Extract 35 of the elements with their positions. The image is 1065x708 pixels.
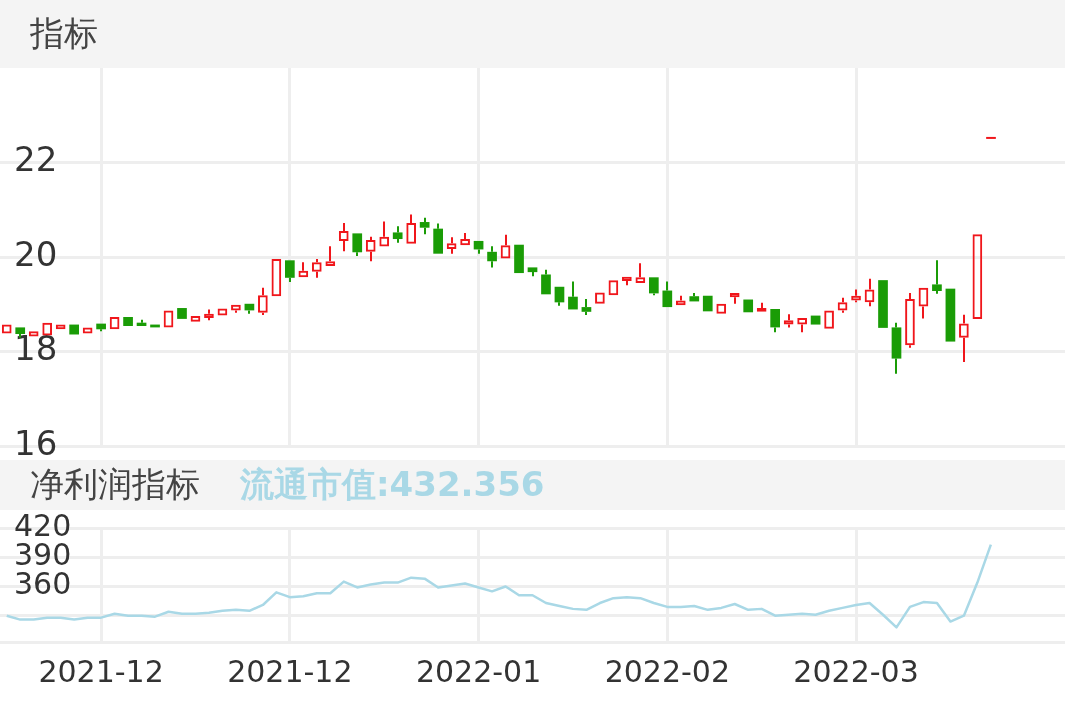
x-tick-label: 2022-01 [415, 653, 542, 689]
candlestick [568, 280, 578, 310]
candlestick [770, 308, 781, 334]
candlestick [581, 298, 592, 317]
candlestick [878, 280, 888, 328]
chart-title: 指标 [30, 12, 98, 55]
candlestick [514, 244, 524, 274]
chart-subtitle: 流通市值:432.356 [240, 463, 545, 506]
candlestick [810, 315, 821, 325]
candlestick [123, 317, 133, 326]
candlestick [433, 222, 443, 254]
chart-title: 净利润指标 [30, 463, 200, 506]
candlestick [392, 225, 403, 244]
candlestick [662, 280, 673, 308]
candlestick [487, 245, 497, 269]
candlestick [945, 288, 956, 342]
x-tick-label: 2022-02 [604, 653, 730, 689]
candlestick [702, 295, 713, 312]
candlestick [648, 277, 659, 297]
candlestick [177, 308, 187, 319]
y-tick-label: 20 [14, 233, 58, 274]
candlestick [69, 324, 79, 335]
y-tick-label: 16 [14, 422, 58, 463]
candlestick [985, 136, 997, 139]
x-tick-label: 2021-12 [227, 653, 353, 689]
y-tick-label: 18 [14, 328, 58, 369]
candlestick [419, 216, 430, 236]
candlestick [743, 299, 754, 313]
candlestick [891, 321, 902, 375]
candlestick [96, 323, 106, 333]
candlestick [352, 233, 363, 258]
x-tick-label: 2021-12 [38, 653, 164, 689]
y-tick-label: 22 [14, 139, 58, 180]
candlestick [932, 259, 942, 295]
x-tick-label: 2022-03 [793, 653, 919, 689]
